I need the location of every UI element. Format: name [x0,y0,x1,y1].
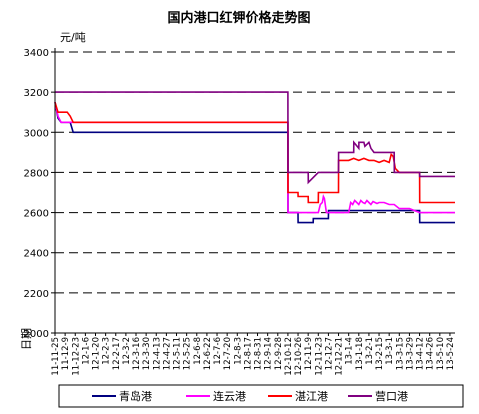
x-tick-label: 13-5-24 [446,337,456,370]
x-tick-label: 12-10-26 [294,337,304,376]
x-tick-label: 12-8-3 [233,337,243,365]
x-tick-label: 12-1-20 [92,337,102,370]
x-tick-label: 12-12-21 [335,337,345,376]
x-tick-label: 13-4-12 [416,337,426,370]
x-tick-label: 13-1-18 [355,337,365,370]
legend-label: 青岛港 [119,389,152,403]
series-line [55,91,455,185]
x-tick-label: 13-1-4 [345,337,355,365]
x-tick-label: 13-2-15 [375,337,385,370]
x-tick-label: 12-1-6 [81,337,91,365]
x-tick-label: 12-9-14 [264,337,274,370]
y-tick-label: 2000 [24,329,49,340]
x-tick-label: 12-11-9 [304,337,314,370]
x-tick-label: 13-5-10 [436,337,446,370]
x-tick-label: 12-4-13 [152,337,162,370]
x-tick-labels: 11-11-25 11-12-9 11-12-23 12-1-6 12-1-20 12-2… [51,337,456,376]
x-tick-label: 12-8-31 [254,337,264,370]
x-tick-label: 12-5-25 [183,337,193,370]
y-axis-label: 元/吨 [60,31,86,44]
y-tick-labels: 2000 2200 2400 2600 2800 3000 3200 3400 [24,48,49,340]
x-tick-label: 12-3-30 [142,337,152,370]
x-tick-label: 13-4-26 [426,337,436,370]
chart-title: 国内港口红钾价格走势图 [167,10,310,26]
x-tick-label: 11-12-23 [71,337,81,376]
x-tick-label: 13-2-1 [365,337,375,365]
x-tick-label: 12-9-28 [274,337,284,370]
legend: 青岛港 连云港 湛江港 营口港 [92,389,408,403]
y-tick-label: 2600 [24,209,49,220]
series-layer [54,91,455,224]
legend-label: 连云港 [213,390,246,403]
x-tick-label: 12-5-11 [173,337,183,370]
x-tick-label: 12-6-22 [203,337,213,370]
y-tick-label: 2800 [24,168,49,179]
x-tick-label: 12-10-12 [284,337,294,376]
legend-label: 营口港 [375,389,408,403]
axes-layer [54,48,455,336]
y-tick-label: 2200 [24,289,49,300]
y-tick-label: 2400 [24,249,49,260]
x-tick-label: 11-12-9 [61,337,71,370]
x-tick-label: 12-7-6 [213,337,223,365]
x-tick-label: 12-3-2 [122,337,132,365]
y-tick-label: 3200 [24,88,49,99]
y-tick-label: 3400 [24,48,49,59]
y-tick-label: 3000 [24,128,49,139]
x-tick-label: 11-11-25 [51,337,61,376]
x-tick-label: 13-3-1 [385,337,395,365]
x-tick-label: 12-11-23 [314,337,324,376]
x-axis-label: 日期 [20,328,33,350]
x-tick-label: 12-3-16 [132,337,142,370]
series-line [54,101,455,204]
x-tick-label: 12-12-7 [324,337,334,370]
x-tick-label: 12-8-17 [243,337,253,370]
x-tick-label: 13-3-15 [395,337,405,370]
legend-label: 湛江港 [295,390,328,403]
x-tick-label: 12-6-8 [193,337,203,365]
x-tick-label: 12-4-27 [162,337,172,370]
legend-box [58,384,464,408]
x-tick-label: 13-3-29 [405,337,415,370]
x-tick-label: 12-7-20 [223,337,233,370]
x-tick-label: 12-2-17 [112,337,122,370]
x-tick-label: 12-2-3 [102,337,112,365]
